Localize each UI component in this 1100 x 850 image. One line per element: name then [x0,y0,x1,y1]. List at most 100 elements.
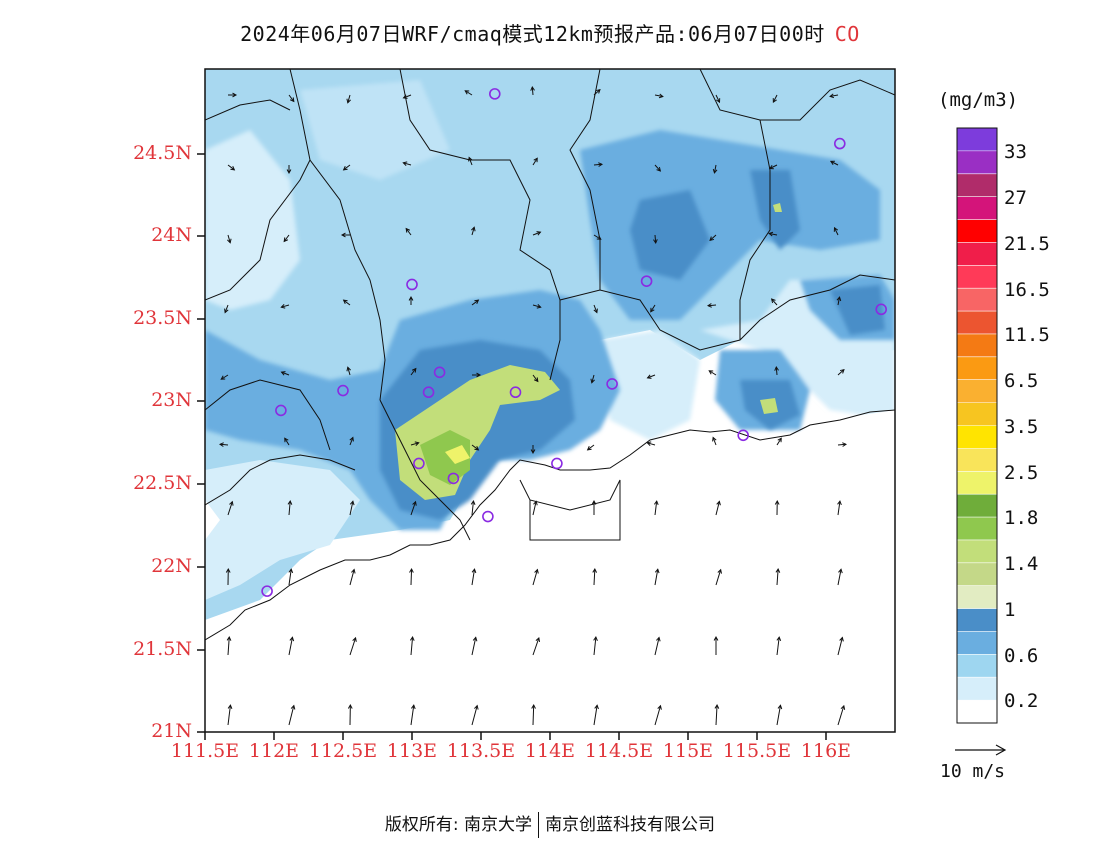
wind-arrow-head [590,378,595,384]
colorbar-swatch [957,242,997,266]
wind-arrow-head [772,98,777,104]
wind-arrow [707,304,717,307]
wind-arrow-head [598,162,604,167]
axis-ticks [197,153,827,740]
wind-arrow [531,86,534,96]
title-text: 2024年06月07日WRF/cmaq模式12km预报产品:06月07日00时 [240,22,825,46]
wind-arrow-head [839,636,844,642]
wind-arrow [650,304,656,313]
coastline-boundaries [205,69,895,641]
colorbar-swatch [957,265,997,289]
wind-arrow-head [593,636,598,641]
wind-arrow [468,157,473,166]
wind-arrow-head [290,704,296,710]
wind-arrow-head [838,568,843,574]
wind-arrow [654,164,661,172]
monitoring-station-marker [275,404,287,417]
wind-arrow [830,160,839,166]
wind-arrow-head [409,567,414,573]
wind-arrow-head [412,500,417,506]
wind-arrow-head [777,437,782,443]
wind-arrow [837,443,847,446]
wind-arrow-head [654,568,660,574]
colorbar-label: 21.5 [1004,233,1050,255]
lat-label-21n: 21N [151,720,192,742]
wind-arrow-head [349,500,355,506]
wind-arrow [654,94,663,98]
wind-arrow-head [536,231,542,236]
wind-arrow-head [346,366,351,372]
wind-arrow [347,367,351,376]
colorbar-swatch [957,356,997,381]
wind-arrow [593,637,597,656]
colorbar-swatch [957,196,997,221]
wind-arrow [775,366,778,376]
wind-arrow-head [218,442,224,447]
lat-label-23-5n: 23.5N [133,307,192,329]
wind-arrow [593,89,601,96]
wind-arrow-head [715,98,721,104]
lon-label-114e: 114E [524,740,576,762]
wind-arrow-head [646,374,652,379]
wind-arrow [227,501,233,516]
wind-arrow-head [716,500,721,506]
wind-arrow-head [593,308,598,314]
wind-arrow-head [709,236,715,242]
lon-label-113e: 113E [386,740,438,762]
wind-arrow [715,94,720,103]
wind-arrow [288,705,295,726]
colorbar-label: 2.5 [1004,462,1039,484]
wind-arrow [227,637,230,656]
reference-vector-label: 10 m/s [940,761,1006,782]
wind-arrow-head [227,704,233,710]
wind-arrow [471,444,479,451]
wind-arrow-head [346,98,351,104]
lon-label-112-5e: 112.5E [308,740,378,762]
colorbar-label: 6.5 [1004,370,1039,392]
monitoring-station-marker [406,278,418,291]
wind-arrow-head [829,160,835,165]
wind-arrow-head [287,500,293,505]
wind-arrow-head [471,226,476,232]
colorbar-swatch [957,333,997,358]
wind-arrow [471,705,478,726]
lat-label-22-5n: 22.5N [133,472,192,494]
wind-arrow-head [474,445,480,451]
wind-arrow-head [653,500,659,506]
colorbar-label: 11.5 [1004,324,1050,346]
colorbar-label: 33 [1004,141,1027,163]
monitoring-station-marker [413,457,425,470]
wind-arrow-head [530,449,536,455]
wind-arrow [837,569,842,586]
wind-arrow [593,234,602,240]
wind-arrow-head [464,90,470,95]
wind-arrow-head [770,298,776,304]
colorbar-swatch [957,562,997,587]
wind-arrow-head [774,365,779,371]
wind-arrow-head [595,88,601,94]
wind-arrow-head [409,636,415,641]
wind-arrow-head [229,500,234,506]
map-title: 2024年06月07日WRF/cmaq模式12km预报产品:06月07日00时 C… [0,18,1100,47]
wind-arrow [227,234,231,243]
monitoring-station-marker [482,510,494,523]
lon-label-115-5e: 115.5E [722,740,792,762]
wind-arrow-head [347,703,353,709]
wind-arrow-head [531,703,536,709]
wind-arrow-head [833,226,839,232]
wind-arrow-head [530,85,535,91]
wind-arrow [532,569,538,586]
wind-arrow-head [342,165,348,171]
lon-label-113-5e: 113.5E [446,740,516,762]
wind-arrow-head [712,168,718,174]
colorbar-swatch [957,425,997,449]
wind-arrow [349,569,355,586]
wind-arrow-head [226,636,232,641]
lat-label-21-5n: 21.5N [133,638,192,660]
wind-arrow [532,231,541,236]
wind-arrow [647,442,656,446]
wind-arrow [715,501,720,516]
lat-label-22n: 22N [151,555,192,577]
wind-arrow-head [280,304,286,309]
